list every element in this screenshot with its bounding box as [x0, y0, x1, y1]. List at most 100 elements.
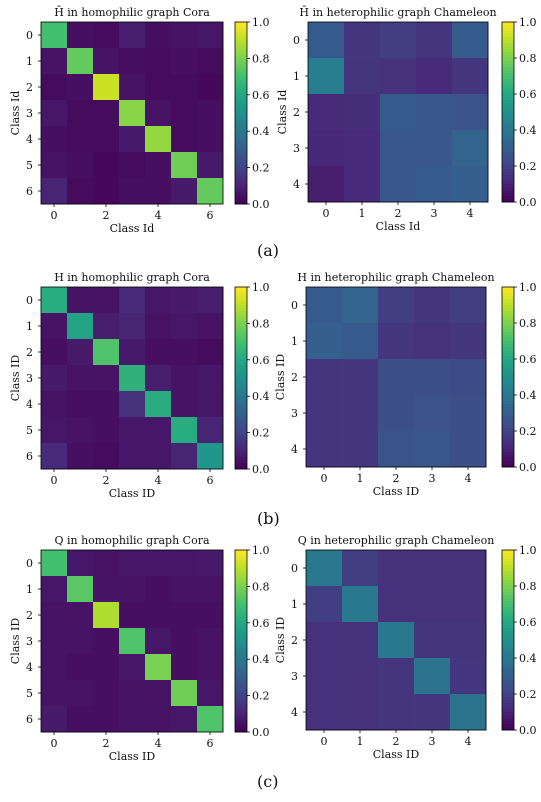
- colorbar-4-segment-57: [235, 722, 247, 727]
- colorbar-1-segment-48: [502, 166, 514, 170]
- colorbar-2-tick-label-2: 0.4: [252, 390, 270, 403]
- colorbar-4-segment-48: [235, 695, 247, 700]
- heatmap-2-cell-2-4: [145, 339, 172, 366]
- colorbar-5-segment-33: [502, 649, 514, 653]
- heatmap-1-title: H̄ in heterophilic graph Chameleon: [299, 6, 496, 19]
- heatmap-0-cell-0-4: [145, 22, 172, 49]
- heatmap-0-ytick-label-1: 1: [26, 55, 33, 68]
- heatmap-2-cell-3-6: [197, 365, 224, 392]
- heatmap-5-xtick-label-3: 3: [429, 735, 436, 748]
- colorbar-0-segment-47: [235, 164, 247, 168]
- colorbar-4-segment-51: [235, 704, 247, 709]
- heatmap-5-cell-0-2: [378, 550, 415, 587]
- colorbar-1-segment-16: [502, 70, 514, 74]
- colorbar-4-segment-17: [235, 601, 247, 605]
- colorbar-0-segment-37: [235, 134, 247, 138]
- heatmap-4-cell-3-3: [119, 628, 146, 655]
- colorbar-4-segment-28: [235, 634, 247, 639]
- colorbar-4-segment-35: [235, 656, 247, 660]
- colorbar-3-segment-39: [502, 404, 514, 408]
- heatmap-1-ytick-label-3: 3: [293, 142, 300, 155]
- colorbar-0-frame: [234, 21, 248, 205]
- heatmap-5-cell-4-3: [414, 694, 451, 731]
- colorbar-3-segment-56: [502, 455, 514, 459]
- heatmap-4-cell-6-0: [41, 706, 68, 733]
- colorbar-0-segment-30: [235, 113, 247, 117]
- heatmap-4-title: Q in homophilic graph Cora: [54, 534, 209, 547]
- heatmap-1-cell-2-3: [416, 94, 453, 131]
- heatmap-5-cell-1-4: [450, 586, 487, 623]
- colorbar-2-segment-5: [235, 302, 247, 306]
- heatmap-0-cell-6-1: [67, 178, 94, 205]
- colorbar-4-segment-4: [235, 562, 247, 566]
- colorbar-5-segment-30: [502, 640, 514, 644]
- colorbar-0-segment-16: [235, 70, 247, 74]
- colorbar-2-segment-10: [235, 317, 247, 321]
- colorbar-1-segment-58: [502, 196, 514, 200]
- colorbar-5-segment-11: [502, 583, 514, 587]
- colorbar-0-segment-1: [235, 25, 247, 29]
- heatmap-2-cell-3-2: [93, 365, 120, 392]
- colorbar-0-segment-54: [235, 185, 247, 190]
- colorbar-2-tick-label-4: 0.8: [252, 317, 270, 330]
- colorbar-4-segment-10: [235, 580, 247, 584]
- heatmap-3-xtick-label-4: 4: [465, 472, 472, 485]
- heatmap-4-cell-1-1: [67, 576, 94, 603]
- colorbar-1-tick-label-3: 0.6: [519, 88, 537, 101]
- colorbar-1-segment-3: [502, 31, 514, 35]
- colorbar-4-segment-32: [235, 647, 247, 651]
- heatmap-5-cell-3-3: [414, 658, 451, 695]
- colorbar-0-segment-0: [235, 22, 247, 26]
- heatmap-2-cell-1-2: [93, 313, 120, 340]
- colorbar-1-segment-27: [502, 103, 514, 107]
- heatmap-5-cell-2-2: [378, 622, 415, 659]
- heatmap-1-cell-3-0: [308, 130, 345, 167]
- colorbar-3-tick-label-5: 1.0: [519, 281, 537, 294]
- heatmap-0-cell-2-1: [67, 74, 94, 101]
- heatmap-0-cell-2-4: [145, 74, 172, 101]
- colorbar-0-segment-36: [235, 131, 247, 135]
- heatmap-1-cell-3-4: [452, 130, 489, 167]
- heatmap-5-cell-2-1: [342, 622, 379, 659]
- heatmap-2-cell-5-6: [197, 417, 224, 444]
- colorbar-3-segment-7: [502, 308, 514, 312]
- heatmap-3-cell-3-1: [342, 395, 379, 432]
- heatmap-4-cell-5-6: [197, 680, 224, 707]
- colorbar-2-segment-59: [235, 465, 247, 470]
- heatmap-0-cell-4-6: [197, 126, 224, 153]
- heatmap-4-xtick-label-0: 0: [51, 737, 58, 750]
- colorbar-4-segment-7: [235, 571, 247, 575]
- heatmap-5-xtick-label-2: 2: [393, 735, 400, 748]
- colorbar-5-segment-9: [502, 577, 514, 581]
- heatmap-0-cell-1-5: [171, 48, 198, 75]
- colorbar-4-segment-49: [235, 698, 247, 703]
- colorbar-5-segment-32: [502, 646, 514, 650]
- heatmap-0-cell-3-2: [93, 100, 120, 127]
- colorbar-3-segment-57: [502, 458, 514, 462]
- heatmap-4-cell-2-1: [67, 602, 94, 629]
- heatmap-4-cell-1-6: [197, 576, 224, 603]
- colorbar-2-segment-18: [235, 341, 247, 346]
- heatmap-5-cell-2-0: [306, 622, 343, 659]
- colorbar-3-segment-2: [502, 293, 514, 297]
- heatmap-2-cell-5-1: [67, 417, 94, 444]
- heatmap-2-cell-2-0: [41, 339, 68, 366]
- colorbar-2-segment-15: [235, 332, 247, 336]
- heatmap-4-cell-4-6: [197, 654, 224, 681]
- colorbar-3-segment-40: [502, 407, 514, 411]
- colorbar-2-segment-9: [235, 314, 247, 318]
- colorbar-3-segment-47: [502, 428, 514, 432]
- colorbar-5-tick-label-2: 0.4: [519, 652, 537, 665]
- colorbar-0-segment-7: [235, 43, 247, 47]
- heatmap-1-ylabel: Class Id: [276, 90, 289, 135]
- colorbar-3-segment-52: [502, 443, 514, 447]
- colorbar-2-segment-35: [235, 393, 247, 397]
- colorbar-5-segment-26: [502, 628, 514, 632]
- colorbar-5-segment-53: [502, 709, 514, 713]
- colorbar-4-segment-40: [235, 671, 247, 675]
- heatmap-3-ytick-label-1: 1: [291, 335, 298, 348]
- heatmap-4-cell-0-6: [197, 550, 224, 577]
- colorbar-2-segment-38: [235, 402, 247, 406]
- colorbar-0-tick-label-0: 0.0: [252, 198, 270, 211]
- heatmap-2-cell-6-2: [93, 443, 120, 470]
